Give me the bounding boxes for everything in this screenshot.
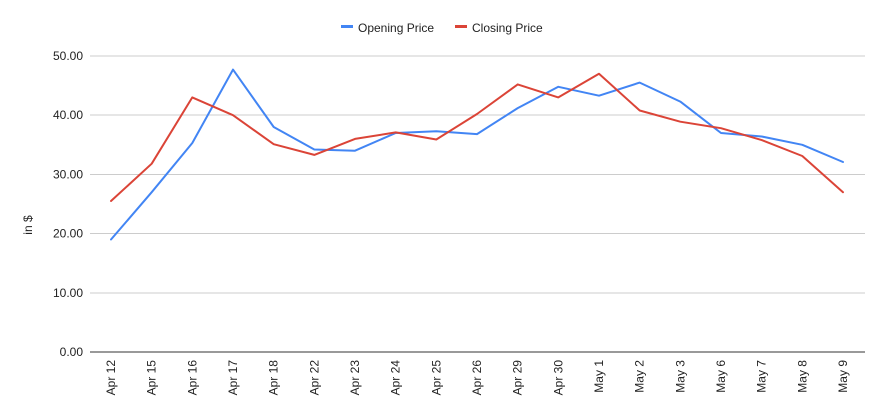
legend-swatch — [341, 25, 353, 28]
x-tick-label: Apr 22 — [307, 360, 321, 396]
y-tick-label: 40.00 — [53, 108, 83, 122]
x-axis-ticks: Apr 12 Apr 15 Apr 16 Apr 17 Apr 18 Apr 22 Apr … — [104, 360, 850, 396]
y-tick-label: 10.00 — [53, 286, 83, 300]
series-line-opening-price — [110, 68, 844, 241]
y-axis-title: in $ — [21, 215, 35, 235]
x-tick-label: May 7 — [755, 360, 769, 393]
y-tick-label: 20.00 — [53, 227, 83, 241]
y-tick-label: 0.00 — [60, 345, 84, 359]
x-tick-label: Apr 15 — [145, 360, 159, 396]
legend-label: Closing Price — [472, 21, 543, 35]
x-tick-label: Apr 24 — [389, 360, 403, 396]
x-tick-label: Apr 12 — [104, 360, 118, 396]
legend: Opening Price Closing Price — [341, 21, 543, 35]
x-tick-label: May 2 — [633, 360, 647, 393]
legend-item: Closing Price — [455, 21, 543, 35]
legend-label: Opening Price — [358, 21, 434, 35]
x-tick-label: May 1 — [592, 360, 606, 393]
x-tick-label: May 6 — [714, 360, 728, 393]
x-tick-label: Apr 30 — [551, 360, 565, 396]
legend-swatch — [455, 25, 467, 28]
x-tick-label: Apr 25 — [429, 360, 443, 396]
x-tick-label: May 9 — [836, 360, 850, 393]
grid-layer — [90, 55, 865, 353]
x-tick-label: Apr 18 — [267, 360, 281, 396]
x-tick-label: Apr 26 — [470, 360, 484, 396]
x-tick-label: Apr 17 — [226, 360, 240, 396]
x-tick-label: May 8 — [795, 360, 809, 393]
x-tick-label: Apr 16 — [185, 360, 199, 396]
x-tick-label: May 3 — [673, 360, 687, 393]
y-tick-label: 30.00 — [53, 167, 83, 181]
x-tick-label: Apr 23 — [348, 360, 362, 396]
x-tick-label: Apr 29 — [511, 360, 525, 396]
series-layer — [110, 68, 844, 241]
y-axis-ticks: 0.00 10.00 20.00 30.00 40.00 50.00 — [53, 49, 83, 359]
series-line-closing-price — [110, 72, 844, 202]
legend-item: Opening Price — [341, 21, 434, 35]
y-tick-label: 50.00 — [53, 49, 83, 63]
